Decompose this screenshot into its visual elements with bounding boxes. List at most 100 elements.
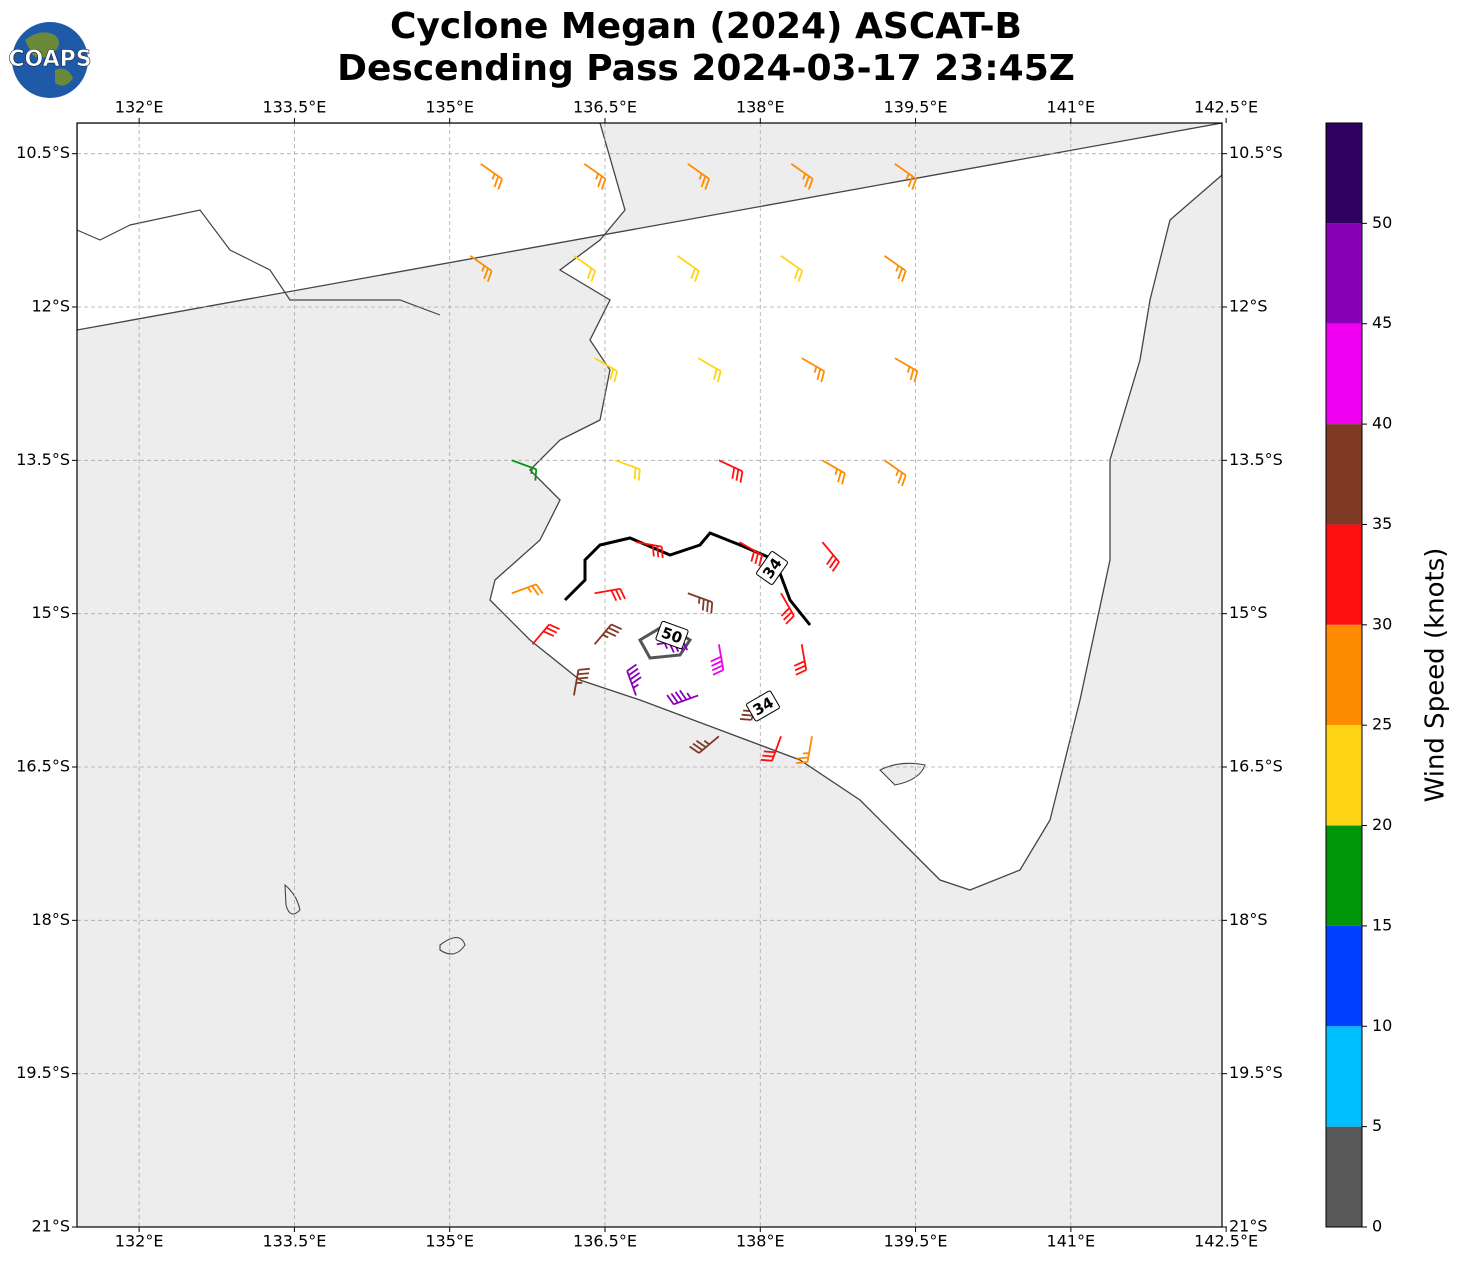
colorbar-tick-label: 45 bbox=[1372, 313, 1392, 332]
contour-label-box bbox=[746, 690, 780, 722]
colorbar-frame bbox=[1325, 122, 1363, 1228]
colorbar-tick-label: 35 bbox=[1372, 514, 1392, 533]
wind-barb bbox=[821, 459, 846, 485]
y-tick-label: 18°S bbox=[31, 910, 70, 929]
colorbar-segment bbox=[1326, 624, 1362, 726]
wind-barb bbox=[573, 667, 590, 696]
wind-barb bbox=[635, 541, 664, 559]
y-tick-label: 19.5°S bbox=[1229, 1063, 1283, 1082]
wind-barb bbox=[511, 583, 544, 596]
title-line: Cyclone Megan (2024) ASCAT-B bbox=[390, 6, 1022, 47]
x-tick-label: 138°E bbox=[736, 1232, 785, 1251]
y-tick-label: 18°S bbox=[1229, 910, 1268, 929]
wind-barb bbox=[760, 736, 782, 762]
wind-barb bbox=[801, 357, 826, 383]
y-tick-label: 19.5°S bbox=[16, 1063, 70, 1082]
wind-barb bbox=[793, 644, 808, 676]
wind-barb bbox=[594, 587, 626, 601]
map-frame bbox=[76, 122, 1223, 1228]
x-tick-label: 139.5°E bbox=[884, 1232, 948, 1251]
colorbar-segment bbox=[1326, 223, 1362, 324]
colorbar-tick-label: 25 bbox=[1372, 715, 1392, 734]
wind-barb bbox=[615, 459, 641, 481]
x-tick-label: 135°E bbox=[425, 98, 474, 117]
colorbar-segment bbox=[1326, 725, 1362, 826]
colorbar-tick-label: 5 bbox=[1372, 1116, 1382, 1135]
colorbar-tick-label: 10 bbox=[1372, 1016, 1392, 1035]
colorbar-tick-label: 40 bbox=[1372, 414, 1392, 433]
tick-labels: 132°E 132°E 133.5°E 133.5°E 135°E 135°E 136.5°… bbox=[16, 98, 1283, 1251]
y-tick-label: 16.5°S bbox=[1229, 757, 1283, 776]
y-tick-label: 21°S bbox=[1229, 1217, 1268, 1236]
wind-barb bbox=[511, 459, 538, 481]
logo-land bbox=[25, 32, 73, 86]
wind-barb bbox=[687, 163, 710, 190]
y-tick-label: 10.5°S bbox=[1229, 143, 1283, 162]
wind-barb bbox=[790, 163, 814, 190]
y-tick-label: 21°S bbox=[31, 1217, 70, 1236]
wind-barb bbox=[480, 163, 503, 190]
wind-barb bbox=[583, 163, 607, 190]
colorbar-tick-label: 0 bbox=[1372, 1217, 1382, 1236]
colorbar-tick-label: 30 bbox=[1372, 614, 1392, 633]
x-tick-label: 136.5°E bbox=[573, 98, 637, 117]
colorbar-tick-label: 20 bbox=[1372, 815, 1392, 834]
colorbar-segment bbox=[1326, 524, 1362, 625]
contour-label-box bbox=[655, 620, 689, 650]
y-tick-label: 10.5°S bbox=[16, 143, 70, 162]
wind-barb bbox=[718, 459, 744, 483]
colorbar-segment bbox=[1326, 1126, 1362, 1227]
wind-barb bbox=[687, 592, 714, 614]
wind-barb bbox=[894, 163, 918, 190]
x-tick-label: 141°E bbox=[1047, 1232, 1096, 1251]
x-tick-label: 138°E bbox=[736, 98, 785, 117]
y-tick-label: 15°S bbox=[1229, 603, 1268, 622]
x-tick-label: 133.5°E bbox=[262, 98, 326, 117]
y-tick-label: 12°S bbox=[1229, 297, 1268, 316]
wind-barb bbox=[573, 255, 597, 282]
x-tick-label: 135°E bbox=[425, 1232, 474, 1251]
wind-barb bbox=[531, 623, 560, 645]
colorbar-segment bbox=[1326, 424, 1362, 525]
y-tick-label: 12°S bbox=[31, 297, 70, 316]
wind-barb bbox=[710, 644, 725, 676]
logo: COAPS bbox=[8, 22, 92, 98]
wind-barb bbox=[594, 357, 619, 383]
colorbar-tick-label: 50 bbox=[1372, 213, 1392, 232]
wind-barb bbox=[676, 255, 700, 282]
x-tick-label: 133.5°E bbox=[262, 1232, 326, 1251]
colorbar: 0 5 10 15 20 25 30 35 40 45 50 bbox=[1325, 122, 1392, 1236]
wind-barb bbox=[883, 255, 907, 282]
y-tick-label: 13.5°S bbox=[16, 450, 70, 469]
x-tick-label: 142.5°E bbox=[1194, 98, 1258, 117]
x-tick-label: 136.5°E bbox=[573, 1232, 637, 1251]
wind-barb bbox=[666, 689, 699, 706]
contour-label-box bbox=[756, 551, 788, 585]
y-tick-label: 13.5°S bbox=[1229, 450, 1283, 469]
wind-barb bbox=[883, 459, 907, 487]
wind-barb bbox=[796, 736, 813, 764]
x-tick-label: 139.5°E bbox=[884, 98, 948, 117]
island bbox=[284, 762, 926, 955]
wind-barb bbox=[697, 357, 722, 383]
x-tick-label: 141°E bbox=[1047, 98, 1096, 117]
x-tick-label: 142.5°E bbox=[1194, 1232, 1258, 1251]
colorbar-segment bbox=[1326, 123, 1362, 224]
wind-barb bbox=[894, 357, 919, 383]
colorbar-segment bbox=[1326, 925, 1362, 1027]
colorbar-segment bbox=[1326, 1026, 1362, 1127]
colorbar-label: Wind Speed (knots) bbox=[1421, 548, 1451, 803]
wind-barb bbox=[689, 735, 720, 754]
x-tick-label: 132°E bbox=[115, 1232, 164, 1251]
wind-barb bbox=[780, 255, 804, 282]
logo-text: COAPS bbox=[8, 47, 91, 72]
wind-barb bbox=[780, 592, 795, 625]
colorbar-segment bbox=[1326, 825, 1362, 926]
wind-barb bbox=[821, 541, 840, 572]
wind-barb bbox=[626, 663, 642, 696]
y-tick-label: 16.5°S bbox=[16, 757, 70, 776]
wind-barb bbox=[469, 255, 493, 282]
